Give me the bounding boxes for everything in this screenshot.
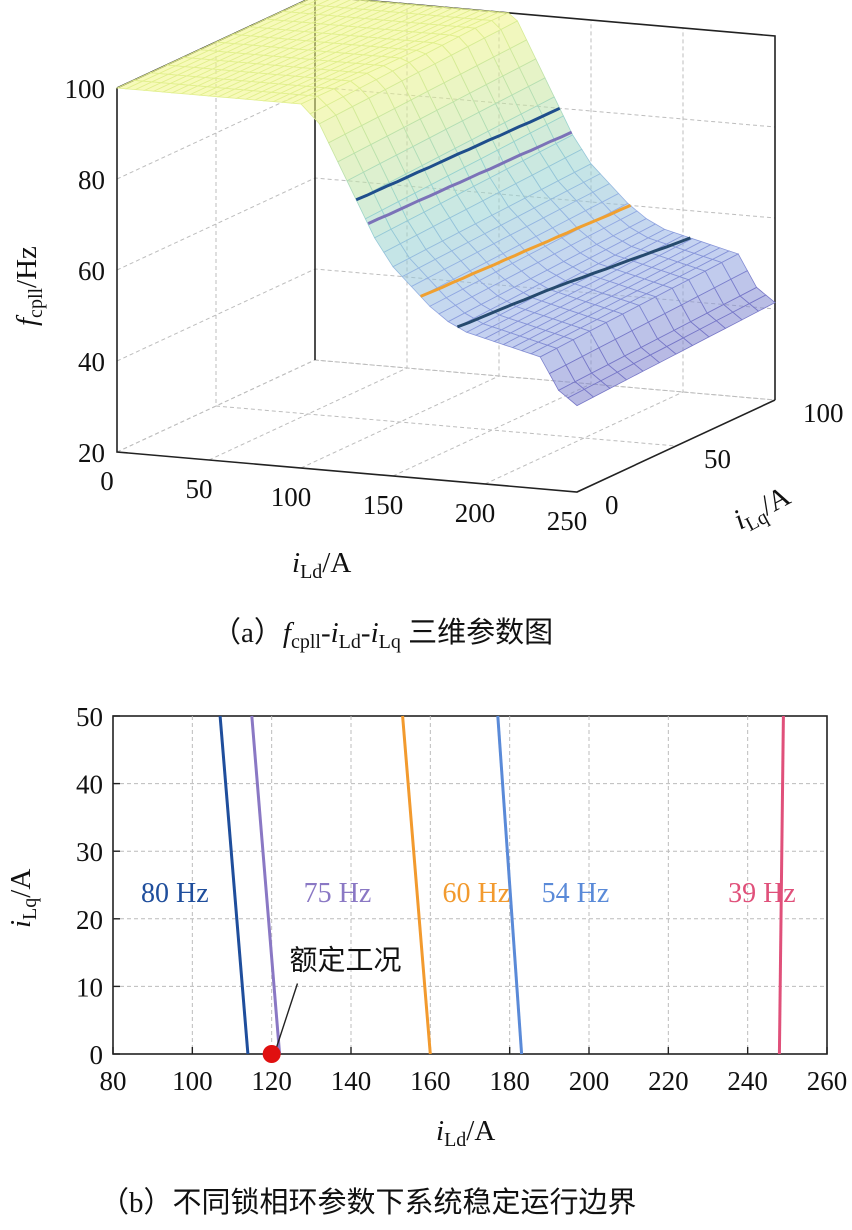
x-tick-label: 200 — [569, 1066, 610, 1096]
series-line — [401, 715, 432, 1055]
x-tick-label: 100 — [271, 482, 312, 512]
plot-area-frame — [112, 715, 828, 1055]
rated-condition-annotation: 额定工况 — [262, 945, 401, 1063]
y-tick-label: 0 — [90, 1040, 104, 1070]
y-tick-label: 20 — [76, 905, 103, 935]
surface-patch — [748, 294, 776, 312]
series-line — [218, 715, 250, 1055]
series-line — [496, 715, 524, 1055]
x-tick-label: 180 — [489, 1066, 530, 1096]
surface-contours — [355, 106, 691, 329]
y-tick-label: 50 — [76, 702, 103, 732]
surface-patch — [306, 0, 330, 6]
z-tick-label: 20 — [78, 438, 105, 468]
rated-condition-marker — [262, 1045, 281, 1063]
surface-x-axis-label: iLd/A — [292, 547, 351, 583]
y-tick-label: 30 — [76, 837, 103, 867]
surface-chart: 0 50 100 150 200 250 0 50 100 20 40 60 80 100 iLd/A i… — [11, 0, 844, 653]
boundary-series: 80 Hz 75 Hz 60 Hz 54 Hz 39 Hz — [141, 715, 796, 1055]
z-tick-label: 100 — [65, 74, 106, 104]
z-tick-label: 80 — [78, 165, 105, 195]
contour-line — [456, 236, 691, 329]
x-tick-label: 0 — [100, 466, 114, 496]
series-label: 60 Hz — [442, 878, 510, 909]
boundary-x-axis-label: iLd/A — [436, 1115, 495, 1151]
z-tick-label: 40 — [78, 347, 105, 377]
boundary-y-axis-label: iLq/A — [5, 869, 41, 928]
annotation-leader — [275, 983, 299, 1051]
series-label: 80 Hz — [141, 878, 209, 909]
y-tick-label: 40 — [76, 770, 103, 800]
series-line — [250, 715, 282, 1055]
x-tick-label: 260 — [807, 1066, 848, 1096]
boundary-tick-labels: 80 100 120 140 160 180 200 220 240 260 0 10 20 30 40 50 — [76, 702, 847, 1096]
x-tick-label: 50 — [186, 474, 213, 504]
series-line — [777, 715, 785, 1055]
series-label: 75 Hz — [304, 878, 372, 909]
z-tick-label: 60 — [78, 256, 105, 286]
series-label: 54 Hz — [542, 878, 610, 909]
surface-patch — [296, 0, 319, 5]
x-tick-label: 240 — [727, 1066, 768, 1096]
caption-a: （a）fcpll-iLd-iLq 三维参数图 — [212, 616, 553, 653]
contour-line — [355, 106, 561, 202]
x-tick-label: 220 — [648, 1066, 689, 1096]
x-tick-label: 120 — [251, 1066, 292, 1096]
surface-patch — [324, 0, 352, 8]
surface-patch — [333, 0, 362, 9]
x-tick-label: 250 — [547, 506, 588, 536]
y-tick-label: 100 — [803, 398, 844, 428]
x-tick-label: 160 — [410, 1066, 451, 1096]
y-tick-label: 10 — [76, 972, 103, 1002]
surface-mesh — [115, 0, 776, 407]
x-tick-label: 200 — [455, 498, 496, 528]
x-tick-label: 140 — [331, 1066, 372, 1096]
surface-y-axis-label: iLq/A — [728, 480, 797, 540]
axis-line — [116, 88, 776, 493]
x-tick-label: 80 — [100, 1066, 127, 1096]
caption-b: （b）不同锁相环参数下系统稳定运行边界 — [100, 1186, 637, 1219]
contour-line — [420, 204, 632, 298]
series-label: 39 Hz — [728, 878, 796, 909]
annotation-label: 额定工况 — [289, 945, 401, 977]
surface-patch — [315, 0, 341, 7]
contour-line — [367, 130, 573, 225]
y-tick-label: 0 — [605, 490, 619, 520]
y-tick-label: 50 — [704, 444, 731, 474]
surface-tick-labels: 0 50 100 150 200 250 0 50 100 20 40 60 80 100 — [65, 74, 844, 536]
boundary-chart: 80 100 120 140 160 180 200 220 240 260 0 10 20 30 40 50… — [5, 702, 847, 1219]
surface-z-axis-label: fcpll/Hz — [11, 246, 47, 326]
x-tick-label: 150 — [363, 490, 404, 520]
x-tick-label: 100 — [172, 1066, 213, 1096]
grid-line-x — [484, 28, 684, 485]
grid-line-y — [215, 42, 677, 447]
